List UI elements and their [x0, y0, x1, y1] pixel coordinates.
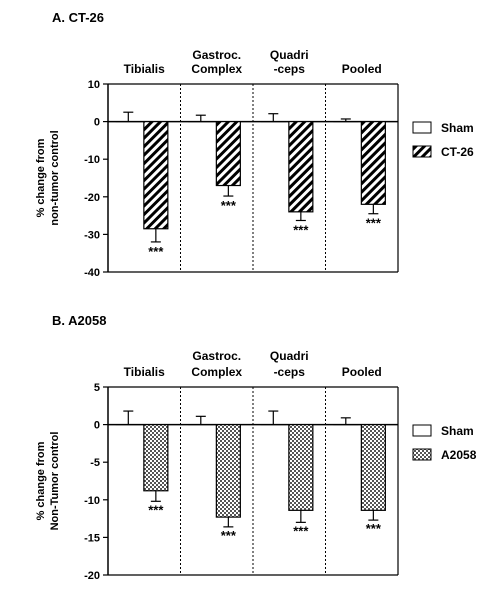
y-tick-label: 5: [94, 382, 100, 394]
bar-treatment: [215, 120, 241, 187]
y-axis-label-line: % change from: [35, 441, 47, 520]
significance-label: ***: [148, 502, 164, 517]
category-label: Pooled: [342, 62, 382, 76]
significance-label: ***: [293, 523, 309, 538]
bar-treatment: [143, 424, 169, 492]
bar-treatment: [360, 120, 386, 205]
significance-label: ***: [221, 198, 237, 213]
y-tick-label: -40: [84, 267, 100, 279]
category-label: -ceps: [274, 365, 306, 379]
chart-title: A. CT-26: [52, 10, 104, 25]
y-axis-label-line: Non-Tumor control: [49, 432, 61, 531]
bar-treatment: [143, 120, 169, 230]
y-tick-label: -10: [84, 154, 100, 166]
category-label: Complex: [191, 365, 242, 379]
bar-treatment: [288, 120, 314, 213]
significance-label: ***: [148, 244, 164, 259]
category-label: -ceps: [274, 62, 306, 76]
category-label: Quadri: [270, 349, 309, 363]
y-axis-label-line: non-tumor control: [49, 130, 61, 225]
legend-swatch: [412, 424, 432, 437]
bar-treatment: [288, 424, 314, 511]
y-axis-label: % change from Non-Tumor control: [35, 432, 61, 531]
chart-title: B. A2058: [52, 313, 106, 328]
y-tick-label: -5: [90, 457, 100, 469]
legend-swatch: [412, 121, 432, 134]
category-label: Pooled: [342, 365, 382, 379]
significance-label: ***: [366, 216, 382, 231]
category-label: Gastroc.: [192, 349, 241, 363]
legend-label: Sham: [441, 424, 474, 438]
category-label: Tibialis: [124, 62, 165, 76]
category-label: Gastroc.: [192, 48, 241, 62]
significance-label: ***: [293, 222, 309, 237]
y-tick-label: -20: [84, 570, 100, 582]
legend-swatch: [412, 145, 432, 158]
significance-label: ***: [366, 521, 382, 536]
y-axis-label: % change from non-tumor control: [35, 130, 61, 225]
chart-panel-2: B. A2058 Tibialis Gastroc. Complex Quadri -ce…: [35, 313, 477, 582]
y-tick-label: 10: [88, 79, 100, 91]
legend-label: CT-26: [441, 145, 474, 159]
category-label: Tibialis: [124, 365, 165, 379]
y-tick-label: -20: [84, 192, 100, 204]
category-label: Quadri: [270, 48, 309, 62]
legend-swatch: [412, 448, 432, 461]
y-tick-label: -10: [84, 495, 100, 507]
legend-label: Sham: [441, 121, 474, 135]
y-tick-label: -15: [84, 532, 100, 544]
category-label: Complex: [191, 62, 242, 76]
legend-label: A2058: [441, 448, 477, 462]
y-tick-label: -30: [84, 229, 100, 241]
significance-label: ***: [221, 528, 237, 543]
chart-panel-1: A. CT-26 Tibialis Gastroc.Complex Quadri-ce…: [35, 10, 474, 279]
bar-treatment: [215, 424, 241, 518]
y-tick-label: 0: [94, 117, 100, 129]
bar-treatment: [360, 424, 386, 511]
y-axis-label-line: % change from: [35, 138, 47, 217]
y-tick-label: 0: [94, 420, 100, 432]
